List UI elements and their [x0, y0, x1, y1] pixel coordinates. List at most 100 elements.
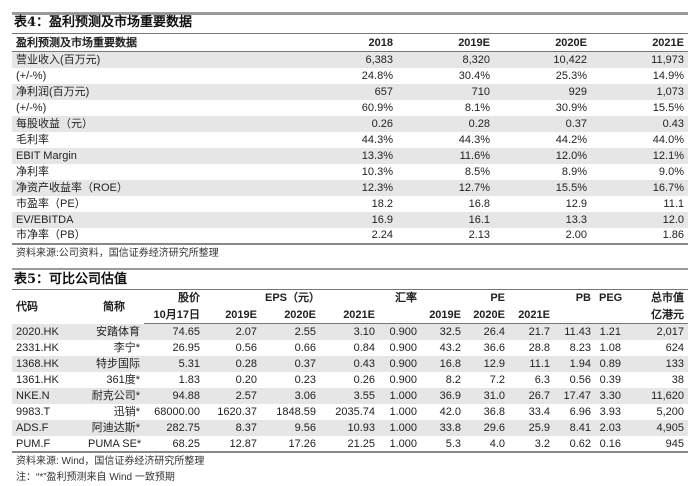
table-row: 净资产收益率（ROE） 12.3% 12.7% 15.5% 16.7% [12, 179, 688, 196]
table-cell: 1.21 [595, 323, 625, 340]
table-cell: 0.900 [379, 355, 421, 372]
table-cell: 11,620 [625, 387, 688, 404]
top-rule [12, 12, 688, 15]
table-cell: 2331.HK [16, 341, 59, 354]
table-cell: 8,320 [397, 51, 494, 68]
table-row: 市净率（PB） 2.24 2.13 2.00 1.86 [12, 227, 688, 245]
table-cell: 31.0 [465, 387, 509, 404]
table-row: 净利率 10.3% 8.5% 8.9% 9.0% [12, 164, 688, 180]
table-cell: 1.08 [599, 341, 621, 354]
table-row: 9983.T 迅销* 68000.00 1620.37 1848.59 2035.74 1.… [12, 404, 688, 420]
table-cell: 0.16 [595, 436, 625, 454]
table-cell: 0.39 [599, 373, 621, 386]
table-cell: 2020.HK [12, 323, 84, 340]
table-cell: 2035.74 [335, 406, 375, 419]
table-header-top: 代码 简称 股价 EPS（元） 汇率 PE PB PEG 总市值 [12, 289, 688, 324]
table-cell: 安踏体育 [84, 323, 144, 340]
table-cell: 1848.59 [276, 406, 316, 419]
table-cell: 5.3 [421, 436, 465, 454]
table-cell: 25.9 [509, 420, 554, 437]
table-cell: 4,905 [625, 420, 688, 437]
table-cell: 0.43 [591, 115, 688, 132]
table-cell: 710 [397, 83, 494, 100]
table-cell: 8.41 [554, 420, 595, 437]
table-cell: 38 [671, 373, 684, 386]
table4-source: 资料来源:公司资料，国信证券经济研究所整理 [16, 248, 219, 259]
table-cell: 44.0% [652, 133, 684, 146]
table-cell: 每股收益（元） [12, 115, 242, 132]
table-cell: 60.9% [361, 101, 393, 114]
header-code: 代码 [12, 289, 84, 324]
table-cell: 李宁* [113, 341, 140, 354]
table-cell: 12.1% [591, 147, 688, 164]
table-cell: 迅销* [113, 406, 140, 419]
table-cell: 33.8 [421, 420, 465, 437]
table5-source: 资料来源: Wind，国信证券经济研究所整理 [16, 456, 205, 467]
header-pb: PB [554, 289, 595, 307]
table-cell: 36.8 [483, 406, 505, 419]
table-cell: 26.4 [465, 323, 509, 340]
table-cell: 18.2 [371, 197, 393, 210]
table-cell: 68.25 [144, 436, 204, 454]
table-cell: 0.28 [397, 115, 494, 132]
header-pe: PE [465, 289, 509, 307]
table-row: 2331.HK 李宁* 26.95 0.56 0.66 0.84 0.900 43.2 36.6… [12, 340, 688, 356]
table-cell: 30.9% [555, 101, 587, 114]
table-cell: (+/-%) [16, 69, 47, 82]
header-name: 简称 [84, 289, 144, 324]
table-row: (+/-%) 24.8% 30.4% 25.3% 14.9% [12, 68, 688, 84]
table-cell: 10.3% [361, 165, 393, 178]
header-price: 股价 [144, 289, 204, 307]
table-cell: 36.6 [483, 341, 505, 354]
table-cell: 12.0% [494, 147, 591, 164]
table-cell: 68000.00 [154, 406, 200, 419]
table-cell: 2.13 [397, 227, 494, 245]
table-cell: 3.55 [320, 387, 379, 404]
table-cell: 32.5 [421, 323, 465, 340]
table-cell: 0.26 [242, 115, 397, 132]
table-cell: 15.5% [494, 179, 591, 196]
table4-title: 表4：盈利预测及市场重要数据 [14, 15, 193, 30]
table-cell: 0.28 [204, 355, 261, 372]
table-cell: 0.56 [569, 373, 591, 386]
table-cell: 3.10 [320, 323, 379, 340]
table-cell: 44.3% [458, 133, 490, 146]
table-cell: 28.8 [528, 341, 550, 354]
header-mcap-unit: 亿港元 [625, 306, 688, 324]
table-cell: 11.1 [509, 355, 554, 372]
table-cell: (+/-%) [16, 101, 47, 114]
table-cell: 33.4 [528, 406, 550, 419]
earnings-forecast-table: 盈利预测及市场重要数据 2018 2019E 2020E 2021E 营业收入(… [12, 33, 688, 245]
table-cell: 74.65 [144, 323, 204, 340]
table-cell: PUMA SE* [84, 436, 144, 454]
table-cell: 8.2 [445, 373, 461, 386]
table5-note: 注：“*”盈利预测来自 Wind 一致预期 [16, 472, 175, 483]
table-cell: 12.7% [397, 179, 494, 196]
table-cell: 1.000 [379, 436, 421, 454]
section-rule [12, 268, 688, 270]
table-cell: 净资产收益率（ROE） [12, 179, 242, 196]
header-pe-2021: 2021E [509, 306, 554, 324]
table-cell: 2.24 [242, 227, 397, 245]
table-cell: 1.000 [379, 387, 421, 404]
header-cell: 2019E [397, 33, 494, 52]
table-cell: 0.56 [235, 341, 257, 354]
table-cell: 16.8 [421, 355, 465, 372]
table-row: 2020.HK 安踏体育 74.65 2.07 2.55 3.10 0.900 32.5 26.… [12, 323, 688, 340]
table-row: 市盈率（PE） 18.2 16.8 12.9 11.1 [12, 196, 688, 212]
table-cell: 12.9 [565, 197, 587, 210]
table-cell: 0.37 [494, 115, 591, 132]
table-cell: 阿迪达斯* [84, 420, 144, 437]
table-cell: EBIT Margin [12, 147, 242, 164]
table-cell: NKE.N [12, 387, 84, 404]
table-cell: 0.900 [389, 341, 417, 354]
table-cell: 15.5% [652, 101, 684, 114]
table-cell: 9.0% [658, 165, 684, 178]
table-cell: 6,383 [242, 51, 397, 68]
table-row: 毛利率 44.3% 44.3% 44.2% 44.0% [12, 132, 688, 148]
table-cell: 净利润(百万元) [12, 83, 242, 100]
table5-title: 表5：可比公司估值 [14, 272, 128, 287]
table-cell: 3.06 [261, 387, 320, 404]
table-cell: 6.96 [569, 406, 591, 419]
table-row: 净利润(百万元) 657 710 929 1,073 [12, 83, 688, 100]
